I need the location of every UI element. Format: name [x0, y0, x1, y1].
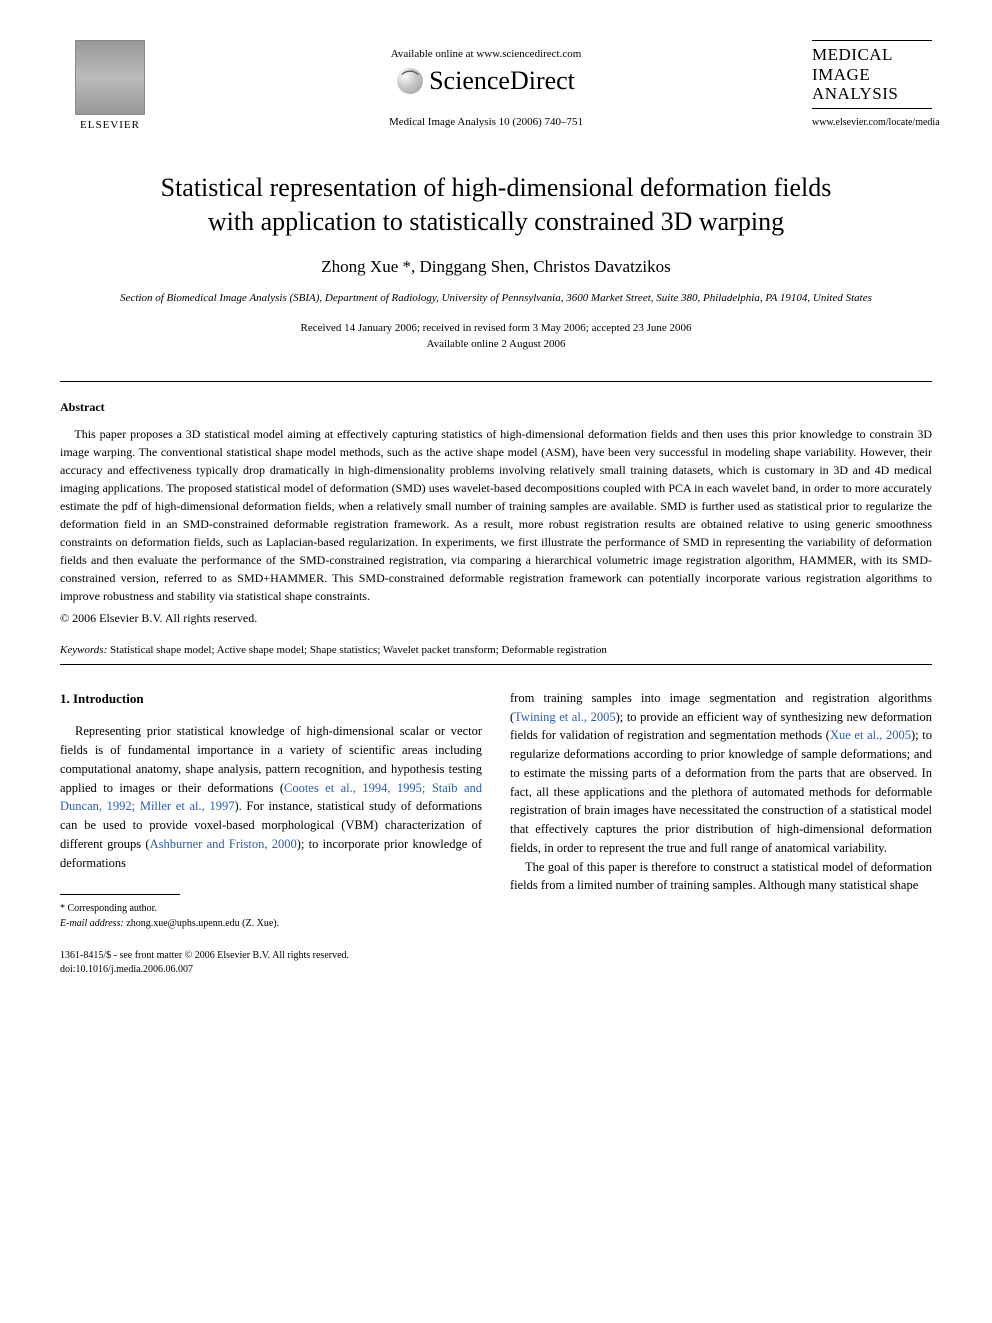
header-row: ELSEVIER Available online at www.science… [60, 40, 932, 131]
abstract-label: Abstract [60, 400, 932, 415]
citation-link[interactable]: Ashburner and Friston, 2000 [150, 837, 297, 851]
article-title: Statistical representation of high-dimen… [80, 171, 912, 239]
title-line2: with application to statistically constr… [208, 207, 784, 236]
intro-para-left: Representing prior statistical knowledge… [60, 722, 482, 872]
footer-meta: 1361-8415/$ - see front matter © 2006 El… [60, 949, 932, 977]
column-left: 1. Introduction Representing prior stati… [60, 689, 482, 932]
cover-rule-top [812, 40, 932, 41]
keywords: Keywords: Statistical shape model; Activ… [60, 644, 932, 656]
header-center: Available online at www.sciencedirect.co… [160, 40, 812, 128]
email-label: E-mail address: [60, 918, 124, 929]
elsevier-tree-icon [75, 40, 145, 115]
citation-link[interactable]: Xue et al., 2005 [830, 728, 911, 742]
citation-link[interactable]: Twining et al., 2005 [514, 710, 615, 724]
journal-cover-block: MEDICAL IMAGE ANALYSIS www.elsevier.com/… [812, 40, 932, 128]
separator-bottom [60, 664, 932, 665]
elsevier-label: ELSEVIER [60, 119, 160, 131]
cover-title: MEDICAL IMAGE ANALYSIS [812, 45, 932, 104]
body-columns: 1. Introduction Representing prior stati… [60, 689, 932, 932]
title-line1: Statistical representation of high-dimen… [161, 173, 832, 202]
abstract-copyright: © 2006 Elsevier B.V. All rights reserved… [60, 611, 932, 626]
elsevier-logo-block: ELSEVIER [60, 40, 160, 131]
intro-para-right-2: The goal of this paper is therefore to c… [510, 858, 932, 896]
cover-title-line1: MEDICAL [812, 45, 893, 64]
doi-line: doi:10.1016/j.media.2006.06.007 [60, 963, 932, 977]
dates-line2: Available online 2 August 2006 [426, 338, 565, 350]
abstract-body: This paper proposes a 3D statistical mod… [60, 425, 932, 605]
cover-title-line3: ANALYSIS [812, 84, 898, 103]
sciencedirect-icon [397, 68, 423, 94]
separator-top [60, 381, 932, 382]
cover-title-line2: IMAGE [812, 65, 870, 84]
affiliation: Section of Biomedical Image Analysis (SB… [60, 291, 932, 306]
corr-label: * Corresponding author. [60, 901, 482, 916]
sciencedirect-logo: ScienceDirect [397, 66, 575, 96]
available-online-text: Available online at www.sciencedirect.co… [160, 48, 812, 60]
intro-text-r-c: ); to regularize deformations according … [510, 728, 932, 855]
email-person: (Z. Xue). [242, 918, 279, 929]
intro-para-right-1: from training samples into image segment… [510, 689, 932, 858]
column-right: from training samples into image segment… [510, 689, 932, 932]
article-dates: Received 14 January 2006; received in re… [60, 320, 932, 353]
dates-line1: Received 14 January 2006; received in re… [301, 322, 692, 334]
front-matter-line: 1361-8415/$ - see front matter © 2006 El… [60, 949, 932, 963]
email-address[interactable]: zhong.xue@uphs.upenn.edu [126, 918, 239, 929]
cover-rule-bottom [812, 108, 932, 109]
keywords-value: Statistical shape model; Active shape mo… [110, 644, 607, 656]
sciencedirect-text: ScienceDirect [429, 66, 575, 96]
corresponding-author-note: * Corresponding author. E-mail address: … [60, 901, 482, 931]
footnote-rule [60, 894, 180, 895]
corr-email-line: E-mail address: zhong.xue@uphs.upenn.edu… [60, 916, 482, 931]
keywords-label: Keywords: [60, 644, 107, 656]
cover-url: www.elsevier.com/locate/media [812, 117, 932, 128]
intro-heading: 1. Introduction [60, 689, 482, 709]
journal-reference: Medical Image Analysis 10 (2006) 740–751 [160, 116, 812, 128]
authors: Zhong Xue *, Dinggang Shen, Christos Dav… [60, 257, 932, 277]
